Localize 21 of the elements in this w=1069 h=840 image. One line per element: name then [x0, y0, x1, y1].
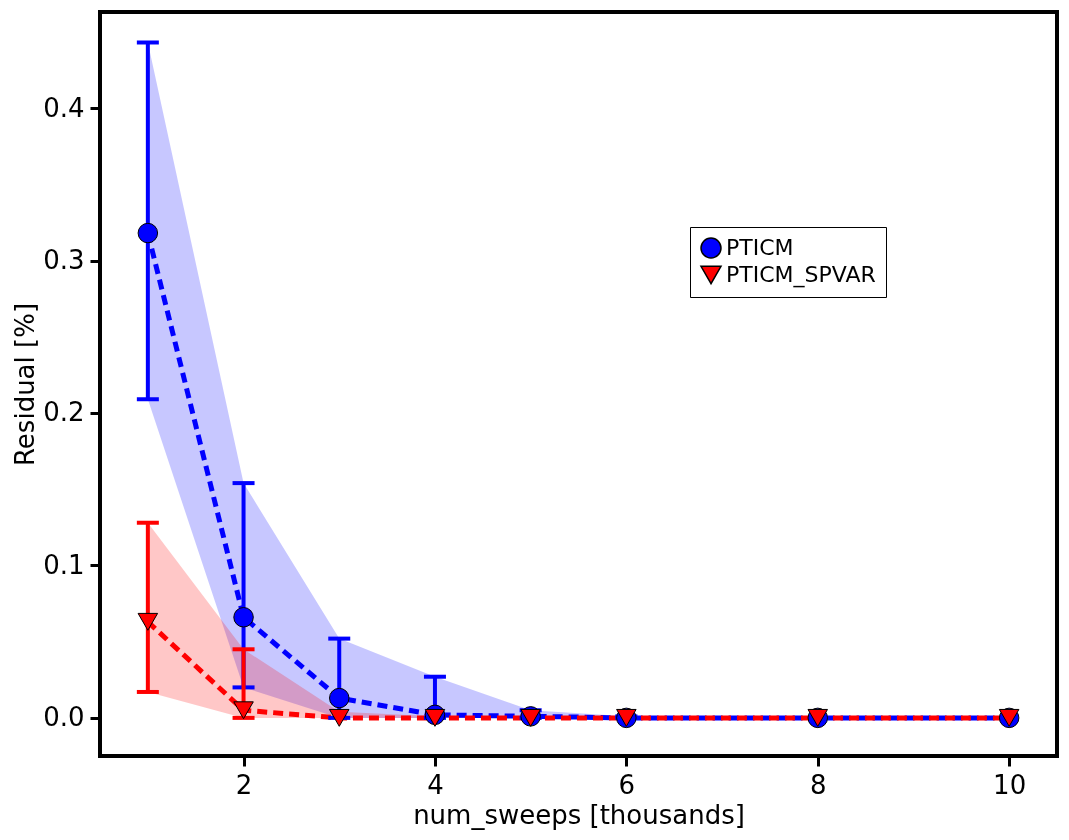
y-tick-label: 0.2: [43, 397, 85, 428]
legend-label: PTICM_SPVAR: [726, 262, 876, 288]
point: [329, 708, 350, 727]
y-tick-label: 0.1: [43, 549, 85, 580]
point: [424, 708, 446, 727]
y-tick-label: 0.0: [43, 702, 85, 733]
point: [137, 222, 159, 244]
y-axis-title: Residual [%]: [10, 302, 41, 467]
x-tick-label: 10: [993, 769, 1027, 800]
point: [233, 607, 254, 628]
x-tick-label: 8: [809, 769, 827, 800]
point: [137, 612, 159, 631]
x-tick-label: 4: [427, 769, 444, 800]
point: [233, 701, 254, 720]
y-tick-label: 0.4: [43, 92, 85, 123]
point: [329, 687, 350, 709]
x-tick-label: 2: [235, 769, 253, 800]
y-tick-label: 0.3: [43, 245, 85, 276]
x-axis-title: num_sweeps [thousands]: [413, 799, 745, 830]
legend-label: PTICM: [726, 235, 794, 260]
x-tick-label: 6: [618, 769, 636, 800]
